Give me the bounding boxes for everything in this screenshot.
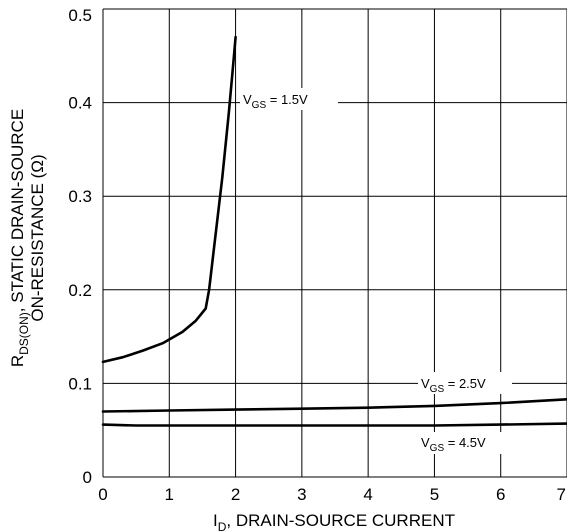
x-tick-label: 7 [557, 485, 566, 504]
svg-text:ON-RESISTANCE (Ω): ON-RESISTANCE (Ω) [28, 154, 47, 321]
y-tick-labels: 0 0.1 0.2 0.3 0.4 0.5 [68, 6, 92, 487]
x-axis-title: ID, DRAIN-SOURCE CURRENT [213, 511, 455, 531]
x-tick-labels: 0 1 2 3 4 5 6 7 [98, 485, 566, 504]
series-label-2: VGS = 2.5V [418, 372, 512, 395]
series-label-3: VGS = 4.5V [418, 432, 512, 454]
y-tick-label: 0 [83, 468, 92, 487]
svg-text:RDS(ON), STATIC DRAIN-SOURCE: RDS(ON), STATIC DRAIN-SOURCE [8, 109, 31, 367]
y-tick-label: 0.2 [68, 281, 92, 300]
svg-text:VGS = 1.5V: VGS = 1.5V [243, 92, 308, 111]
series-line-3 [101, 422, 567, 427]
series-line-1 [101, 35, 237, 364]
x-tick-label: 5 [430, 485, 439, 504]
series-label-1: VGS = 1.5V [240, 88, 338, 111]
y-tick-label: 0.3 [68, 187, 92, 206]
y-tick-label: 0.5 [68, 6, 92, 25]
y-axis-title: RDS(ON), STATIC DRAIN-SOURCE ON-RESISTAN… [8, 109, 47, 367]
y-tick-label: 0.1 [68, 374, 92, 393]
x-tick-label: 1 [165, 485, 174, 504]
svg-text:VGS = 4.5V: VGS = 4.5V [421, 435, 486, 454]
svg-text:VGS = 2.5V: VGS = 2.5V [421, 376, 486, 395]
x-tick-label: 6 [496, 485, 505, 504]
grid [102, 8, 567, 478]
x-tick-label: 2 [231, 485, 240, 504]
x-tick-label: 3 [297, 485, 306, 504]
x-tick-label: 0 [98, 485, 107, 504]
x-tick-label: 4 [363, 485, 372, 504]
series-group [101, 35, 567, 427]
y-tick-label: 0.4 [68, 94, 92, 113]
series-line-2 [101, 397, 567, 413]
